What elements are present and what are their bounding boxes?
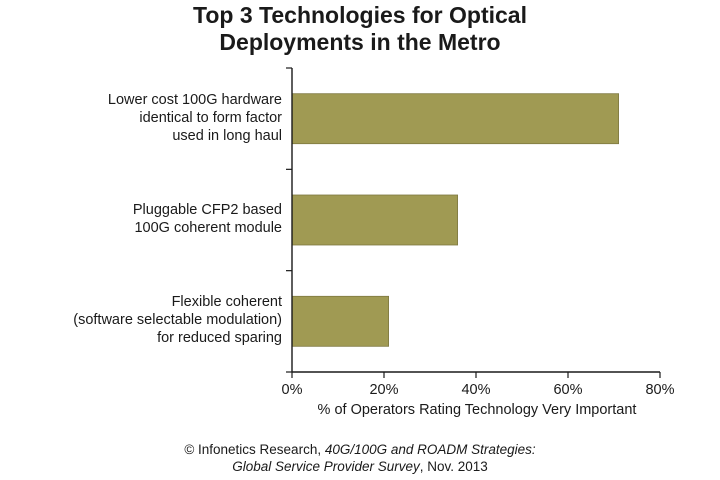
source-survey-title: Global Service Provider Survey [232, 459, 420, 474]
x-tick-label-20: 20% [369, 382, 398, 398]
source-note: © Infonetics Research, 40G/100G and ROAD… [0, 441, 720, 475]
source-date: , Nov. 2013 [419, 459, 488, 474]
x-tick-label-0: 0% [282, 382, 303, 398]
category-label-2: Pluggable CFP2 based 100G coherent module [133, 201, 282, 237]
chart-title-line-2: Deployments in the Metro [219, 29, 501, 55]
source-line-1: © Infonetics Research, 40G/100G and ROAD… [0, 441, 720, 458]
category-label-1-line-2: identical to form factor [139, 109, 282, 126]
bar-2 [291, 194, 459, 246]
chart-title: Top 3 Technologies for Optical Deploymen… [0, 2, 720, 56]
category-label-1: Lower cost 100G hardware identical to for… [108, 91, 282, 145]
category-label-3-line-2: (software selectable modulation) [73, 312, 282, 329]
category-label-3: Flexible coherent (software selectable mo… [73, 293, 282, 347]
category-label-2-line-1: Pluggable CFP2 based [132, 202, 282, 218]
category-label-2-line-2: 100G coherent module [134, 220, 282, 236]
category-label-3-line-3: for reduced sparing [157, 330, 282, 347]
chart-title-line-1: Top 3 Technologies for Optical [193, 2, 527, 28]
category-label-1-line-3: used in long haul [172, 127, 282, 144]
source-report-title: 40G/100G and ROADM Strategies: [324, 442, 536, 457]
category-label-1-line-1: Lower cost 100G hardware [107, 91, 282, 108]
source-publisher: © Infonetics Research, [184, 442, 325, 457]
category-label-3-line-1: Flexible coherent [171, 294, 282, 311]
source-line-2: Global Service Provider Survey, Nov. 201… [0, 458, 720, 475]
x-tick-label-60: 60% [553, 382, 582, 398]
bar-1 [291, 93, 620, 145]
x-tick-label-80: 80% [645, 382, 674, 398]
bar-3 [291, 295, 389, 347]
x-axis-label: % of Operators Rating Technology Very Im… [317, 402, 637, 418]
x-tick-label-40: 40% [461, 382, 490, 398]
